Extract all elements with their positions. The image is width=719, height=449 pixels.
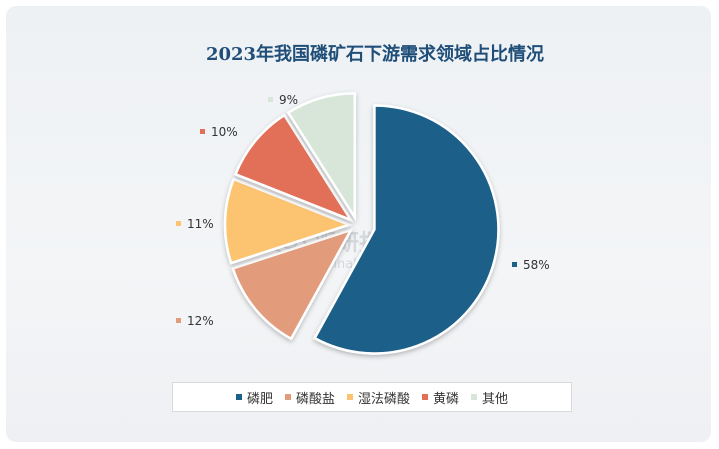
pie-slice-5: [286, 92, 357, 222]
data-label-4: 10%: [211, 125, 238, 139]
legend-swatch-4: [422, 394, 428, 400]
legend-item-3: 湿法磷酸: [346, 388, 410, 407]
legend-item-2: 磷酸盐: [284, 388, 335, 407]
chart-legend: 磷肥 磷酸盐 湿法磷酸 黄磷 其他: [172, 382, 572, 412]
legend-swatch-3: [346, 394, 353, 400]
pie-slice-3: [223, 177, 353, 265]
data-label-marker-2: [176, 318, 181, 323]
legend-label-5: 其他: [482, 391, 509, 407]
legend-item-1: 磷肥: [235, 388, 273, 407]
legend-label-4: 黄磷: [433, 391, 460, 407]
legend-item-5: 其他: [471, 388, 508, 407]
data-label-3: 11%: [187, 217, 214, 231]
pie-slice-1: [312, 104, 500, 355]
data-label-2: 12%: [187, 314, 214, 328]
data-label-marker-1: [512, 262, 517, 267]
chart-panel: [6, 6, 711, 442]
legend-swatch-5: [471, 394, 478, 400]
pie-slice-2: [231, 227, 354, 341]
legend-label-3: 湿法磷酸: [357, 391, 410, 407]
data-label-marker-3: [176, 221, 181, 226]
data-label-5: 9%: [279, 93, 298, 107]
legend-label-1: 磷肥: [246, 391, 273, 407]
legend-swatch-2: [284, 394, 291, 400]
data-label-1: 58%: [523, 258, 550, 272]
data-label-marker-4: [200, 129, 205, 134]
data-label-marker-5: [268, 97, 273, 102]
legend-swatch-1: [235, 394, 242, 400]
pie-slice-4: [233, 113, 354, 223]
legend-item-4: 黄磷: [422, 388, 459, 407]
chart-title: 2023年我国磷矿石下游需求领域占比情况: [206, 43, 544, 65]
legend-label-2: 磷酸盐: [295, 391, 335, 407]
